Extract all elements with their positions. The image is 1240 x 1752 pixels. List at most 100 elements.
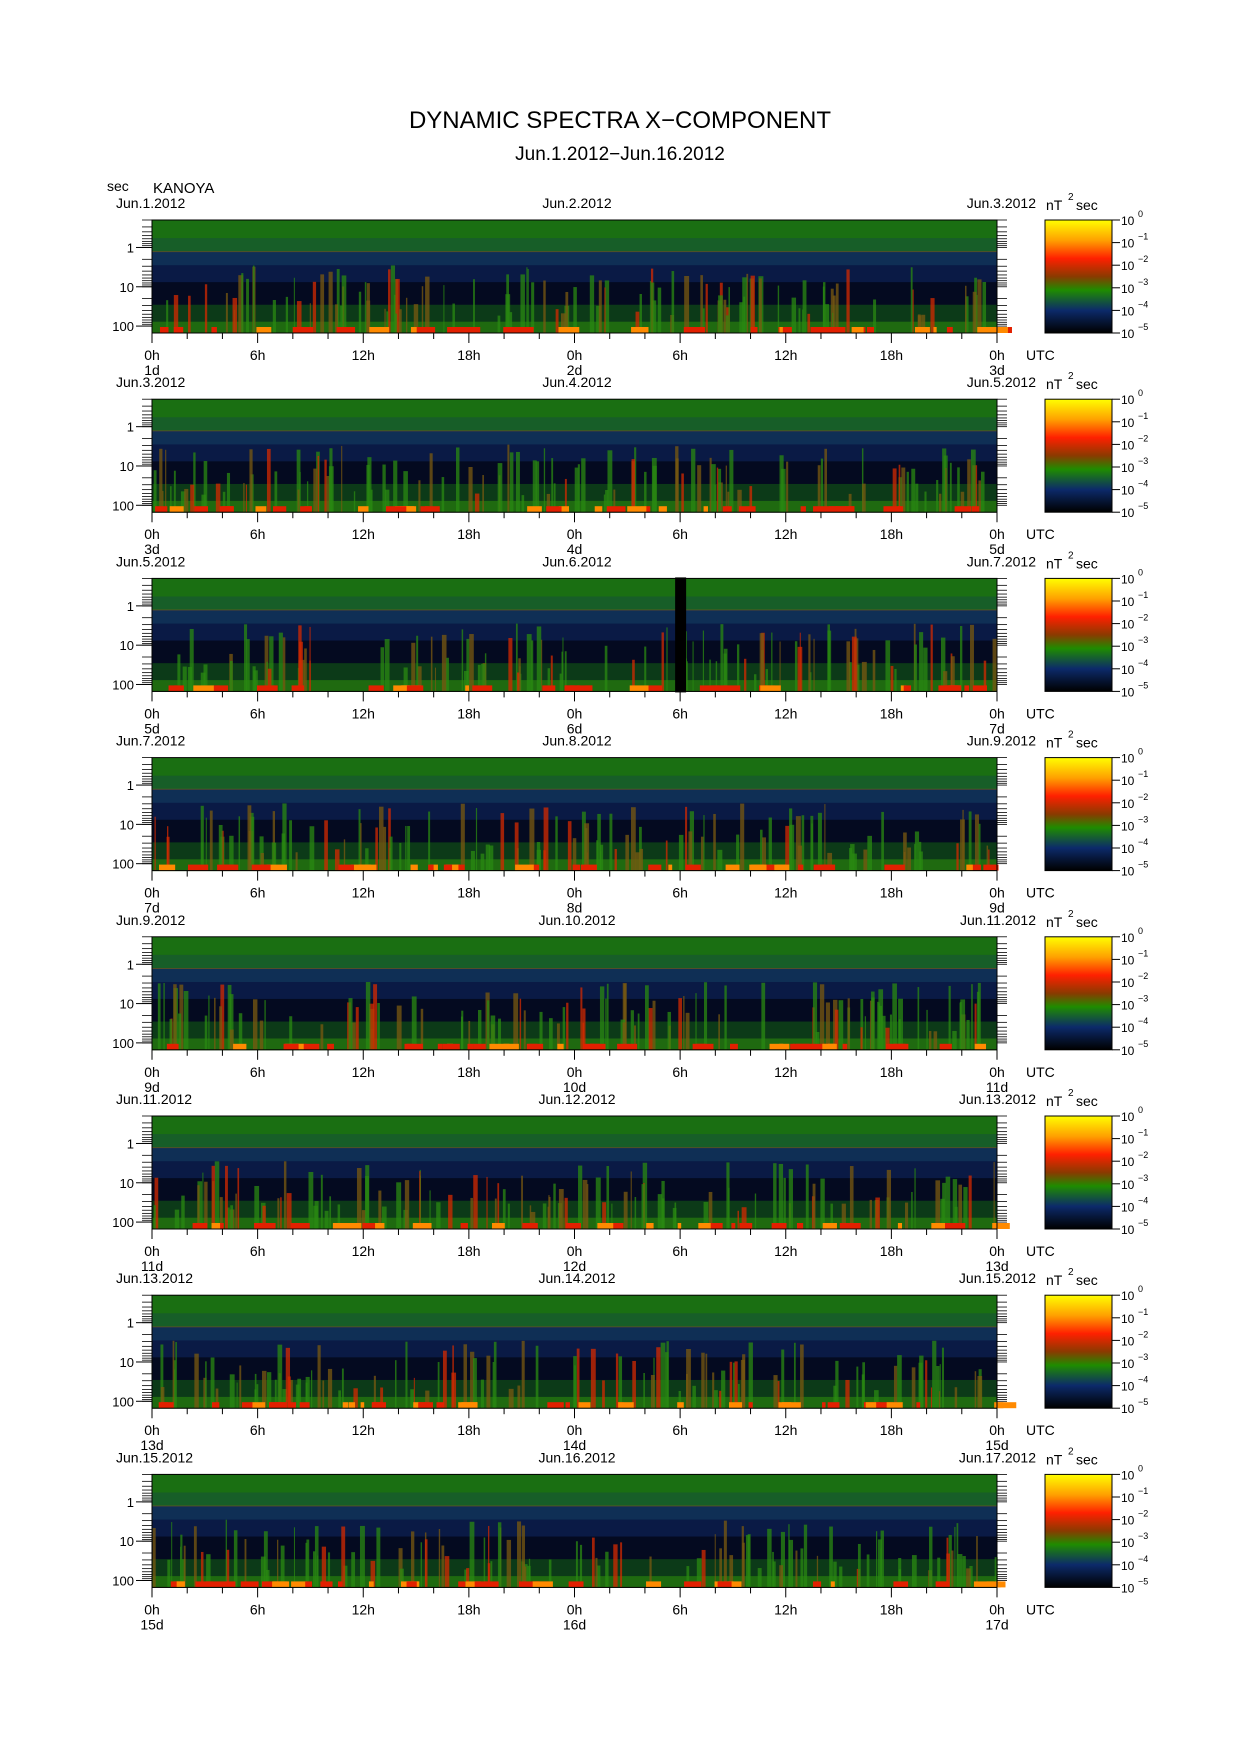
spectrum-streak [835, 283, 839, 333]
spectrum-streak [289, 1379, 293, 1409]
spectrum-streak [903, 832, 907, 871]
x-tick-label: 0h [989, 1243, 1005, 1259]
x-day-label: 10d [563, 1079, 586, 1095]
spectrum-streak [982, 281, 987, 333]
spectrum-streak [703, 1201, 709, 1229]
spectrum-streak [788, 1524, 790, 1588]
colorbar-tick-exp: −1 [1138, 1486, 1148, 1496]
spectrum-streak [604, 645, 608, 692]
colorbar-tick-label: 10 [1121, 663, 1135, 677]
spectrum-streak [595, 1557, 598, 1588]
spectrum-streak [245, 484, 248, 513]
spectrum-band [152, 1021, 997, 1039]
spectrum-peak [287, 1402, 297, 1409]
spectrum-streak [613, 1544, 618, 1588]
panel-start-date: Jun.7.2012 [116, 733, 185, 749]
spectrum-peak [342, 1402, 349, 1409]
colorbar-tick-label: 10 [1121, 1357, 1135, 1371]
spectrum-streak [553, 483, 556, 513]
spectrum-streak [232, 297, 238, 333]
spectrum-streak [215, 483, 221, 513]
spectrum-streak [683, 996, 685, 1050]
spectrum-streak [824, 448, 828, 513]
spectrum-streak [340, 305, 343, 333]
spectrum-peak [187, 864, 209, 871]
spectrum-streak [225, 1519, 227, 1588]
spectrum-peak [838, 327, 843, 333]
x-tick-label: 6h [250, 1601, 266, 1617]
colorbar-tick-label: 10 [1121, 1223, 1135, 1237]
spectrum-peak [730, 1043, 738, 1050]
spectrum-peak [214, 1581, 236, 1588]
spectrum-streak [473, 1175, 478, 1229]
x-day-label: 15d [140, 1616, 163, 1632]
spectrum-streak [800, 1344, 804, 1409]
spectrum-streak [639, 293, 642, 333]
spectrum-peak [348, 1402, 356, 1409]
spectrum-streak [644, 985, 649, 1050]
spectrum-streak [850, 844, 855, 871]
spectrum-streak [562, 1007, 566, 1050]
spectrum-streak [204, 1181, 208, 1229]
spectrum-streak [364, 282, 367, 333]
spectrum-streak [960, 999, 966, 1050]
spectrum-streak [553, 1183, 556, 1229]
spectrum-streak [550, 655, 553, 692]
panel-start-date: Jun.5.2012 [116, 553, 185, 569]
spectrum-streak [206, 1554, 211, 1588]
spectrum-streak [723, 1520, 727, 1588]
x-tick-label: 6h [672, 1064, 688, 1080]
spectrum-peak [369, 327, 390, 333]
spectrum-streak [180, 491, 186, 513]
spectrum-peak [261, 864, 271, 871]
colorbar-unit: nT [1046, 555, 1063, 571]
colorbar-unit: nT [1046, 1093, 1063, 1109]
spectrum-peak [916, 1402, 921, 1409]
spectrum-streak [809, 672, 812, 692]
spectrum-streak [703, 815, 705, 871]
spectrum-streak [808, 634, 811, 692]
spectrum-peak [436, 1402, 445, 1409]
spectrum-band [152, 640, 997, 664]
spectrum-peak [442, 1043, 460, 1050]
spectrum-streak [490, 1561, 493, 1588]
spectrum-streak [468, 1020, 471, 1050]
spectrum-streak [599, 986, 605, 1050]
spectrum-band [152, 1038, 997, 1051]
spectrum-band [152, 954, 997, 969]
spectrum-peak [578, 1402, 591, 1409]
spectrum-streak [846, 641, 851, 692]
spectrum-streak [976, 294, 978, 333]
spectrum-streak [377, 1003, 380, 1050]
colorbar-unit-exp: 2 [1068, 1446, 1074, 1457]
spectrum-peak [404, 1043, 423, 1050]
spectrum-streak [977, 279, 982, 333]
spectrum-streak [418, 480, 421, 513]
x-tick-label: 18h [880, 1243, 903, 1259]
spectrum-streak [521, 1340, 525, 1409]
spectrum-streak [324, 1210, 329, 1229]
x-day-label: 17d [985, 1616, 1008, 1632]
spectrum-streak [379, 806, 384, 871]
spectrum-streak [942, 1182, 946, 1229]
spectrum-streak [441, 634, 447, 692]
panel-end-date: Jun.7.2012 [967, 553, 1036, 569]
spectrum-streak [702, 630, 705, 692]
spectrum-streak [861, 661, 867, 692]
spectrum-peak [385, 506, 407, 513]
spectrum-streak [378, 1190, 382, 1229]
spectrum-peak [515, 864, 534, 871]
spectrum-peak [256, 327, 272, 333]
colorbar-tick-label: 10 [1121, 1536, 1135, 1550]
spectrum-peak [194, 506, 209, 513]
spectrum-streak [678, 834, 684, 871]
spectrum-streak [442, 1350, 447, 1409]
colorbar-tick-exp: −1 [1138, 769, 1148, 779]
spectrum-streak [993, 1161, 995, 1229]
x-day-label: 13d [985, 1258, 1008, 1274]
spectrum-streak [239, 1365, 242, 1409]
spectrum-streak [846, 269, 850, 333]
spectrum-streak [309, 303, 311, 333]
colorbar-unit: nT [1046, 1451, 1063, 1467]
spectrum-peak [993, 864, 999, 871]
